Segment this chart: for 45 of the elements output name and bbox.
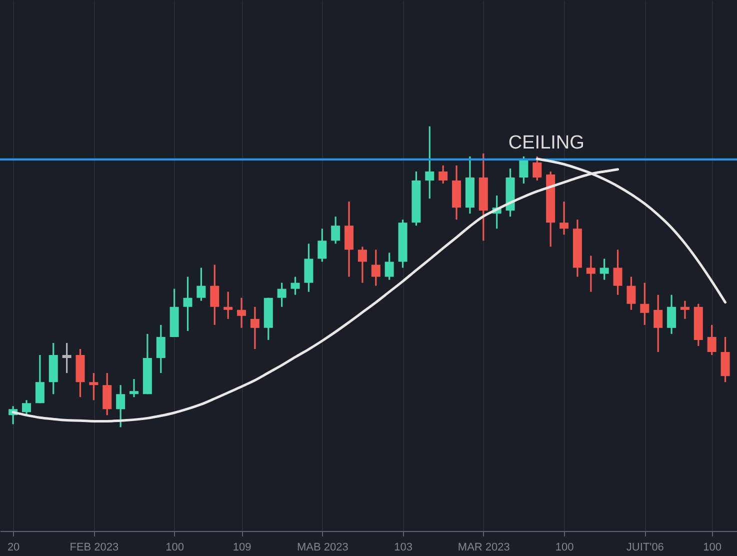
candlestick	[290, 276, 300, 296]
candlestick	[613, 248, 622, 296]
candlestick	[438, 164, 448, 184]
candlestick	[210, 264, 220, 326]
candlestick	[318, 228, 327, 263]
candlestick	[707, 324, 716, 356]
candlestick	[680, 300, 690, 320]
candlestick	[237, 297, 246, 329]
x-tick-label: 20	[7, 542, 20, 554]
candlestick	[22, 399, 31, 416]
candlestick	[654, 294, 663, 353]
candlestick	[560, 200, 569, 236]
candlestick	[358, 246, 367, 284]
candlestick	[600, 258, 609, 281]
candlestick	[89, 372, 98, 401]
candlestick	[35, 354, 44, 404]
candlestick	[586, 254, 596, 293]
candlestick	[384, 252, 394, 281]
candlestick	[62, 342, 72, 374]
x-tick-label: 109	[232, 542, 252, 554]
candlestick	[626, 276, 636, 311]
candlestick	[130, 378, 139, 398]
candlestick	[183, 276, 192, 332]
candlestick	[116, 384, 126, 428]
candlestick	[196, 266, 206, 302]
candlestick	[371, 248, 380, 287]
candlestick	[519, 156, 528, 184]
candlestick	[331, 216, 340, 244]
ref-line-label: CEILING	[508, 132, 584, 154]
candlestick	[224, 291, 233, 320]
candlestick	[640, 282, 650, 326]
candlestick	[667, 294, 676, 335]
x-tick-label: MAR 2023	[458, 542, 510, 554]
candlestick	[156, 324, 166, 374]
candlestick	[277, 282, 286, 308]
x-tick-label: FEB 2023	[70, 542, 119, 554]
candlestick	[532, 156, 542, 182]
candlestick	[250, 306, 260, 350]
x-tick-label: JUIT'06	[626, 542, 664, 554]
x-tick-label: 100	[703, 542, 722, 554]
x-tick-label: MAB 2023	[296, 542, 348, 554]
x-tick-label: 103	[394, 542, 412, 554]
candlestick	[425, 126, 434, 200]
x-tick-label: 100	[555, 542, 574, 554]
x-tick-label: 100	[166, 542, 184, 554]
